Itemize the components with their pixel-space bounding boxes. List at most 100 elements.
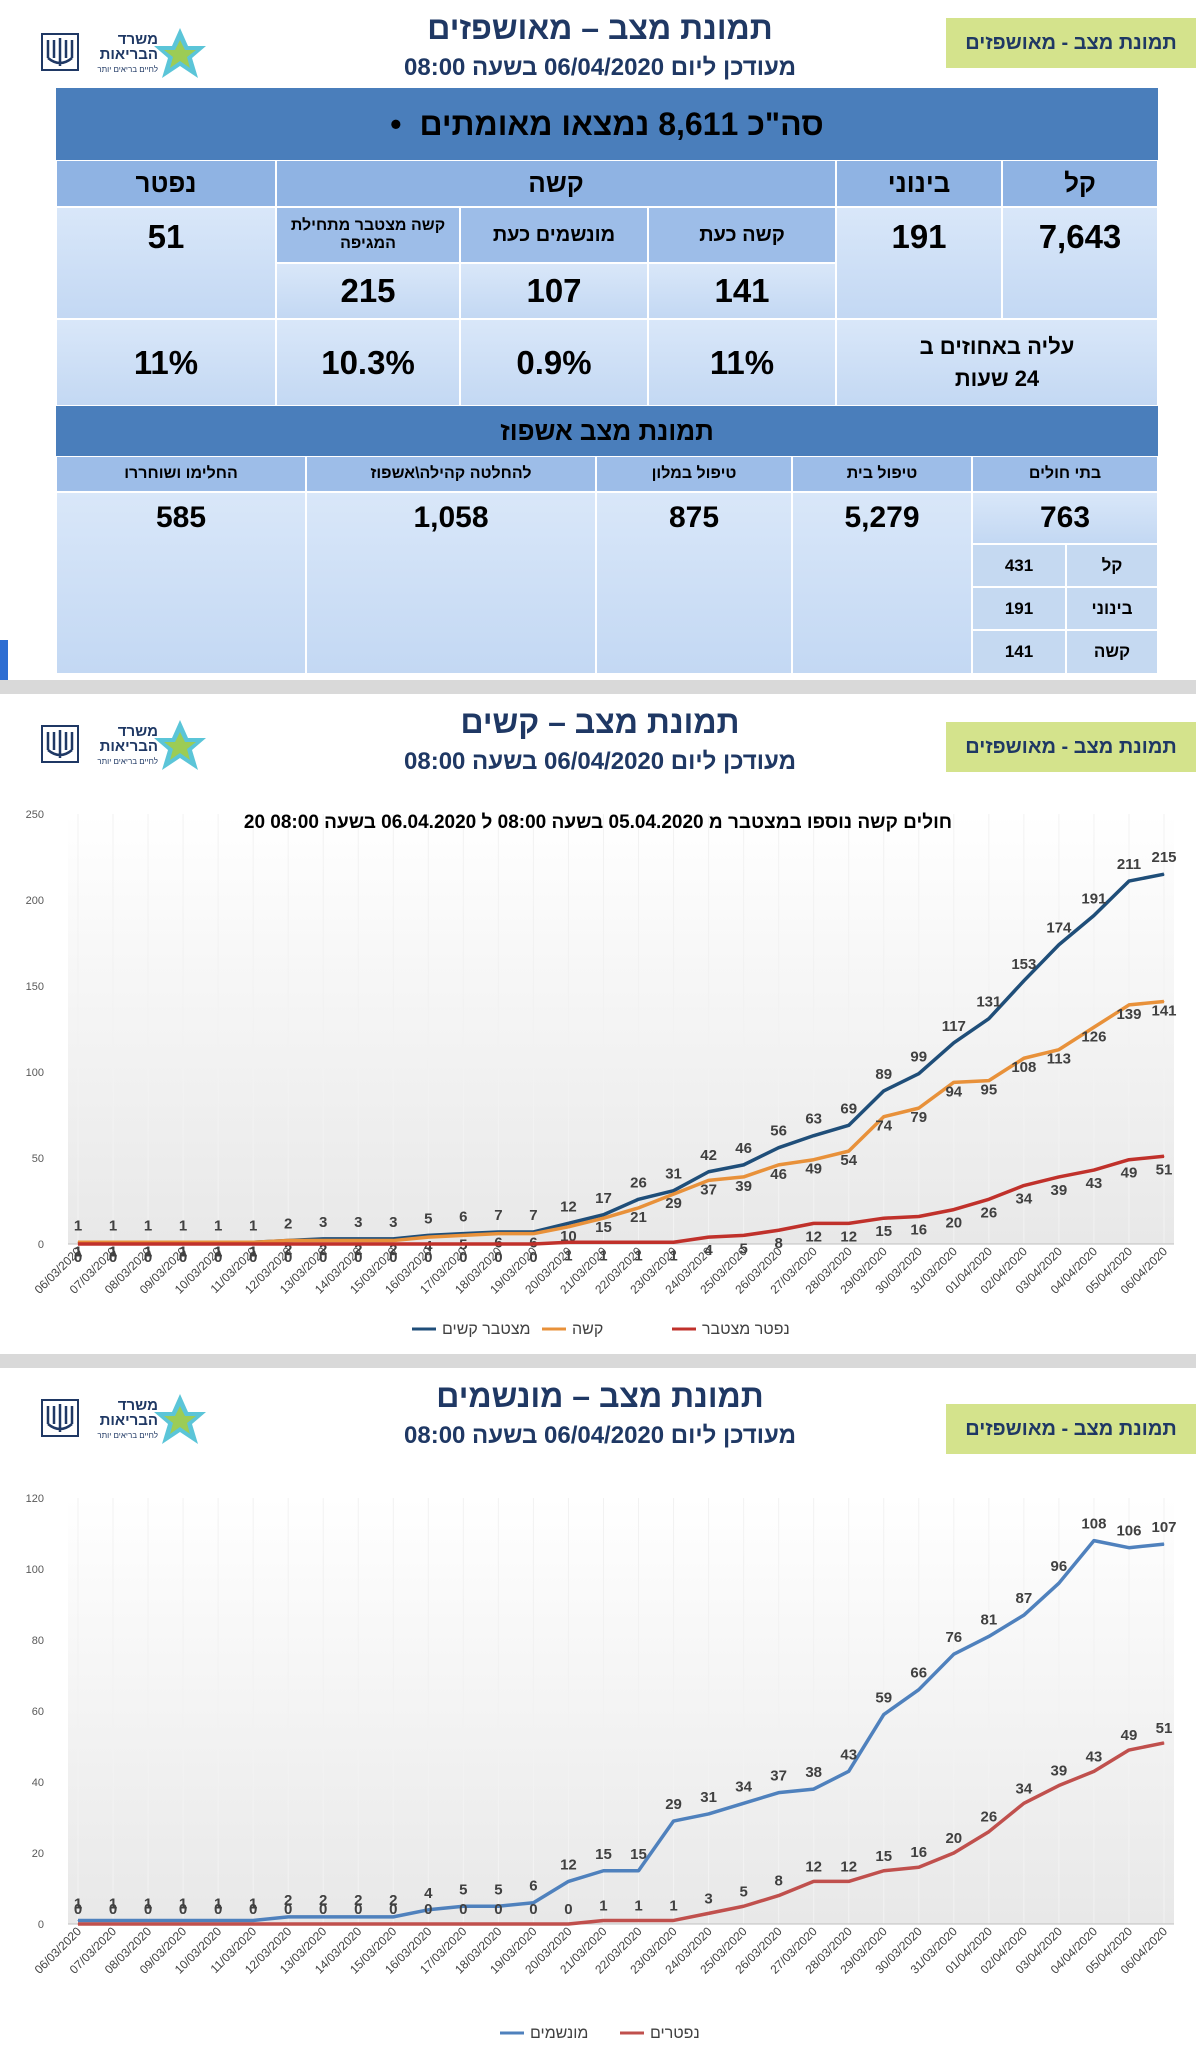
data-label: 37	[770, 1768, 787, 1785]
data-label: 1	[249, 1217, 257, 1234]
data-point	[357, 1240, 359, 1242]
data-point	[953, 1653, 955, 1655]
y-tick-label: 120	[26, 1493, 44, 1505]
data-point	[953, 1081, 955, 1083]
data-point	[988, 1198, 990, 1200]
data-point	[1093, 914, 1095, 916]
data-point	[1128, 1004, 1130, 1006]
data-point	[848, 1150, 850, 1152]
data-point	[427, 1236, 429, 1238]
data-label: 0	[74, 1901, 82, 1918]
data-point	[778, 1792, 780, 1794]
data-point	[1163, 1000, 1165, 1002]
data-label: 1	[599, 1247, 607, 1264]
data-label: 153	[1011, 956, 1036, 973]
data-label: 15	[595, 1219, 612, 1236]
data-label: 1	[109, 1243, 117, 1260]
data-label: 3	[389, 1214, 397, 1231]
data-point	[497, 1923, 499, 1925]
data-label: 81	[980, 1611, 997, 1628]
legend-label: נפטר מצטבר	[702, 1321, 790, 1338]
logo-line2: הבריאות	[99, 738, 158, 755]
data-point	[112, 1919, 114, 1921]
data-label: 0	[459, 1249, 467, 1266]
data-point	[357, 1923, 359, 1925]
hosp-value-hospitals: 763	[972, 492, 1158, 544]
section-tag: תמונת מצב - מאושפזים	[946, 722, 1196, 772]
data-point	[918, 1215, 920, 1217]
data-label: 46	[770, 1166, 787, 1183]
data-point	[1023, 980, 1025, 982]
section-tag: תמונת מצב - מאושפזים	[946, 1404, 1196, 1454]
subheader-severe-cumulative: קשה מצטבר מתחילת המגיפה	[276, 207, 460, 263]
hosp-value-recovered: 585	[56, 492, 306, 674]
data-label: 2	[354, 1892, 362, 1909]
data-point	[77, 1919, 79, 1921]
data-label: 0	[389, 1249, 397, 1266]
data-label: 0	[319, 1249, 327, 1266]
data-label: 2	[389, 1892, 397, 1909]
data-label: 6	[459, 1209, 467, 1226]
hosp-header-hospitals: בתי חולים	[972, 456, 1158, 492]
data-label: 7	[529, 1207, 537, 1224]
data-point	[532, 1923, 534, 1925]
page-title: תמונת מצב – מונשמים	[436, 1378, 764, 1414]
data-label: 31	[665, 1166, 682, 1183]
data-label: 1	[144, 1895, 152, 1912]
y-tick-label: 40	[32, 1777, 44, 1789]
data-point	[883, 1870, 885, 1872]
data-label: 21	[630, 1209, 647, 1226]
data-point	[497, 1233, 499, 1235]
data-point	[848, 1222, 850, 1224]
data-label: 3	[354, 1214, 362, 1231]
y-tick-label: 50	[32, 1153, 44, 1165]
page-subtitle: מעודכן ליום 06/04/2020 בשעה 08:00	[404, 1422, 796, 1449]
data-point	[427, 1909, 429, 1911]
data-point	[567, 1923, 569, 1925]
header-severe: קשה	[276, 160, 836, 207]
data-label: 6	[529, 1878, 537, 1895]
data-label: 15	[875, 1223, 892, 1240]
data-label: 34	[1016, 1780, 1033, 1797]
data-point	[252, 1923, 254, 1925]
data-label: 26	[630, 1174, 647, 1191]
data-point	[77, 1243, 79, 1245]
data-label: 31	[700, 1789, 717, 1806]
logo-line2: הבריאות	[99, 1412, 158, 1429]
data-label: 1	[144, 1217, 152, 1234]
data-label: 1	[599, 1897, 607, 1914]
data-label: 42	[700, 1147, 717, 1164]
data-point	[1093, 1026, 1095, 1028]
data-label: 43	[1086, 1748, 1103, 1765]
data-point	[182, 1243, 184, 1245]
page-subtitle: מעודכן ליום 06/04/2020 בשעה 08:00	[404, 748, 796, 775]
ministry-logo: משרד הבריאות לחיים בריאים יותר	[40, 28, 210, 85]
data-label: 1	[74, 1895, 82, 1912]
data-label: 1	[109, 1895, 117, 1912]
data-point	[813, 1880, 815, 1882]
data-label: 1	[634, 1897, 642, 1914]
data-label: 1	[144, 1243, 152, 1260]
data-point	[883, 1116, 885, 1118]
panel-separator	[0, 680, 1196, 694]
data-point	[147, 1243, 149, 1245]
data-point	[813, 1159, 815, 1161]
data-label: 39	[735, 1178, 752, 1195]
y-tick-label: 20	[32, 1848, 44, 1860]
data-label: 34	[735, 1778, 752, 1795]
data-point	[848, 1880, 850, 1882]
total-confirmed-text: סה"כ 8,611 נמצאו מאומתים	[419, 105, 824, 142]
data-label: 43	[840, 1746, 857, 1763]
data-point	[567, 1222, 569, 1224]
data-label: 39	[1051, 1763, 1068, 1780]
star-logo-icon	[154, 1394, 206, 1444]
data-point	[848, 1124, 850, 1126]
data-point	[217, 1923, 219, 1925]
data-label: 96	[1051, 1558, 1068, 1575]
data-point	[462, 1905, 464, 1907]
data-point	[953, 1042, 955, 1044]
logo-line1: משרד	[117, 723, 158, 740]
data-point	[953, 1852, 955, 1854]
ventilated-chart: 02040608010012006/03/202007/03/202008/03…	[26, 1493, 1177, 2042]
logo-line1: משרד	[117, 1397, 158, 1414]
